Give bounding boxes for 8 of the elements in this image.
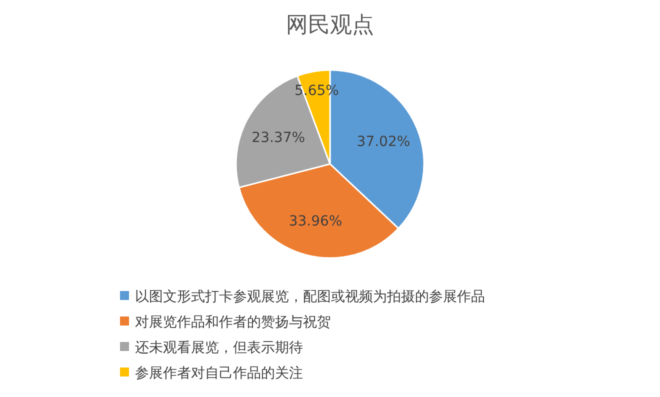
legend-label: 对展览作品和作者的赞扬与祝贺 [135,314,331,330]
data-label: 23.37% [252,130,306,146]
data-label: 33.96% [288,213,342,230]
data-label: 37.02% [356,134,410,150]
legend-label: 还未观看展览，但表示期待 [135,340,303,356]
legend-label: 以图文形式打卡参观展览，配图或视频为拍摄的参展作品 [135,288,485,305]
chart-title: 网民观点 [286,13,374,38]
legend-label: 参展作者对自己作品的关注 [135,365,303,382]
